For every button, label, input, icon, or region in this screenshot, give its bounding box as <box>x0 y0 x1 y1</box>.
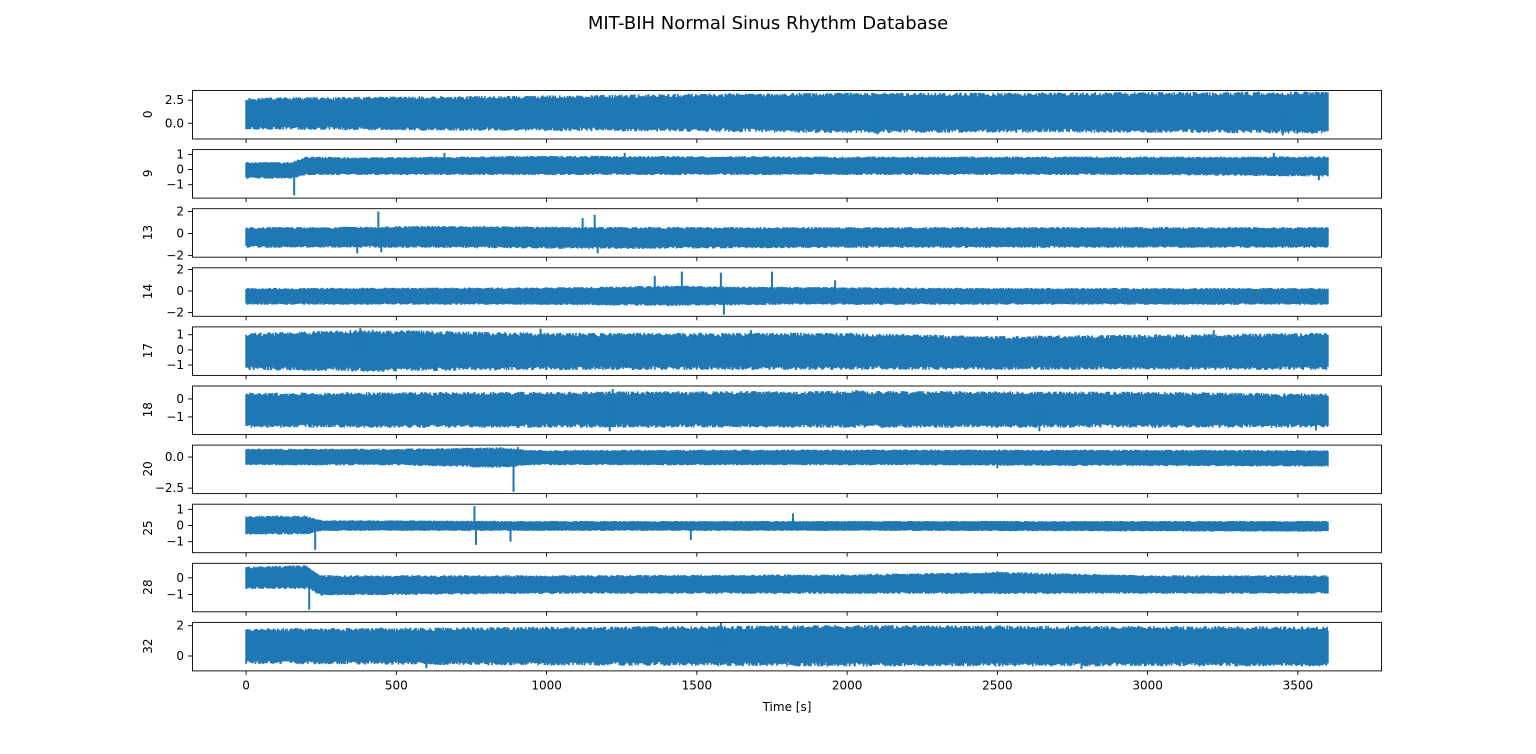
y-axis-label: 32 <box>141 639 155 654</box>
y-axis-label: 13 <box>141 225 155 240</box>
y-axis-label: 20 <box>141 461 155 476</box>
signal-line <box>245 155 1329 179</box>
chart-title: MIT-BIH Normal Sinus Rhythm Database <box>588 13 948 34</box>
x-tick-label: 3000 <box>1132 678 1163 692</box>
y-tick-label: 0.0 <box>165 450 184 464</box>
axes-frame <box>192 444 1382 495</box>
y-tick-label: 1 <box>176 147 184 161</box>
x-tick-label: 2500 <box>982 678 1013 692</box>
x-tick-label: 2000 <box>832 678 863 692</box>
panel-18: −1 0 18 <box>141 385 1382 439</box>
x-axis-label: Time [s] <box>762 700 812 714</box>
x-tick-label: 500 <box>385 678 408 692</box>
panel-13: −2 0 2 13 <box>141 205 1382 263</box>
x-tick-label: 1000 <box>531 678 562 692</box>
y-axis-label: 14 <box>141 284 155 299</box>
y-tick-label: 0 <box>176 392 184 406</box>
y-tick-label: 2 <box>176 619 184 633</box>
y-tick-label: 0 <box>176 343 184 357</box>
axes-frame <box>192 208 1382 258</box>
signal-line <box>245 447 1329 468</box>
x-tick-label: 1500 <box>682 678 713 692</box>
y-tick-label: −1 <box>166 588 184 602</box>
panel-0: 0.0 2.5 0 <box>141 90 1382 143</box>
panel-32: 0 2 32 0 500 1000 1500 2000 2500 3000 3500 <box>141 619 1382 692</box>
y-tick-label: −1 <box>166 535 184 549</box>
y-tick-label: 0 <box>176 163 184 177</box>
axes-frame <box>192 149 1382 199</box>
signal-line <box>245 329 1329 372</box>
y-tick-label: 1 <box>176 502 184 516</box>
y-tick-label: 0 <box>176 227 184 241</box>
panel-25: −1 0 1 25 <box>141 502 1382 557</box>
axes-frame <box>192 621 1382 672</box>
axes-frame <box>192 385 1382 435</box>
y-tick-label: −2 <box>166 249 184 263</box>
y-axis-label: 25 <box>141 520 155 535</box>
y-tick-label: 2 <box>176 262 184 276</box>
y-axis-label: 0 <box>141 110 155 118</box>
axes-frame <box>192 90 1382 140</box>
panel-17: −101 17 <box>141 326 1382 380</box>
panel-28: −1 0 28 <box>141 562 1382 616</box>
signal-line <box>245 625 1329 667</box>
y-axis-label: 17 <box>141 343 155 358</box>
panel-14: −2 0 2 14 <box>141 262 1382 321</box>
x-tick-label: 3500 <box>1283 678 1314 692</box>
y-axis-label: 28 <box>141 579 155 594</box>
y-tick-label: 0 <box>176 519 184 533</box>
axes-frame <box>192 267 1382 317</box>
y-tick-label: 2 <box>176 205 184 219</box>
y-tick-label: 0 <box>176 649 184 663</box>
signal-line <box>245 285 1329 307</box>
signal-line <box>245 564 1329 596</box>
signal-line <box>245 225 1329 250</box>
panels-group: 0.02.50−1019−20213−20214−10117−1018−2.50… <box>141 90 1382 692</box>
y-tick-label: 0.0 <box>165 116 184 130</box>
y-tick-label: 2.5 <box>165 93 184 107</box>
y-tick-label: 0 <box>176 571 184 585</box>
y-tick-label: −2.5 <box>155 481 184 495</box>
x-tick-label: 0 <box>242 678 250 692</box>
y-tick-label: −2 <box>166 306 184 320</box>
y-axis-label: 9 <box>141 170 155 178</box>
signal-line <box>245 390 1329 428</box>
y-tick-label: −1 <box>166 358 184 372</box>
axes-frame <box>192 326 1382 376</box>
y-axis-label: 18 <box>141 402 155 417</box>
y-tick-label: −1 <box>166 178 184 192</box>
axes-frame <box>192 562 1382 613</box>
signal-line <box>245 91 1329 134</box>
y-tick-label: −1 <box>166 410 184 424</box>
panel-20: −2.5 0.0 20 <box>141 444 1382 498</box>
y-tick-label: 1 <box>176 328 184 342</box>
signal-line <box>245 515 1329 535</box>
y-tick-label: 0 <box>176 284 184 298</box>
panel-9: −10 1 9 <box>141 147 1382 203</box>
axes-frame <box>192 503 1382 554</box>
